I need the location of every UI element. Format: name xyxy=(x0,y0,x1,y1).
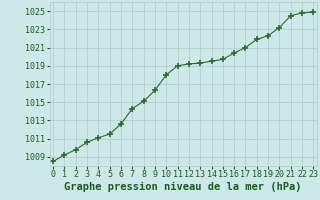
X-axis label: Graphe pression niveau de la mer (hPa): Graphe pression niveau de la mer (hPa) xyxy=(64,182,302,192)
